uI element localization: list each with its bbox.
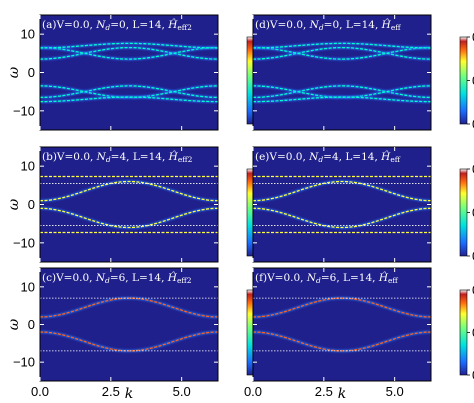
- colorbar-gradient: [459, 168, 468, 257]
- colorbar-tick-label: 0.4: [472, 205, 474, 220]
- panel-title: (c)V=0.0, Nd=6, L=14, Ĥeff2: [42, 270, 192, 285]
- panel-d: (d)V=0.0, Nd=0, L=14, Ĥeff: [252, 14, 432, 131]
- x-axis-label: k: [125, 386, 133, 402]
- panel-a: 10 0 −10 (a)V=0.0, Nd=0, L=14, Ĥeff2 ω: [6, 14, 219, 131]
- y-axis-label: ω: [6, 198, 22, 210]
- panel-b: 10 0 −10 (b)V=0.0, Nd=4, L=14, Ĥeff2 ω: [6, 146, 219, 263]
- plot-background: [253, 147, 431, 262]
- band-0: [40, 297, 218, 318]
- colorbar-tick-label: 0.0: [472, 368, 474, 383]
- x-tick-label: 5.0: [386, 384, 404, 399]
- colorbar-d: 0.8 0.4 0.0: [459, 30, 474, 132]
- band-1: [40, 331, 218, 352]
- panel-title: (e)V=0.0, Nd=4, L=14, Ĥeff: [255, 149, 401, 164]
- band-2: [40, 207, 218, 229]
- y-tick-label: −10: [13, 103, 35, 118]
- y-tick-label: 0: [28, 197, 35, 212]
- plot-area: [253, 41, 431, 104]
- band-2: [40, 42, 218, 49]
- colorbar-e: 0.8 0.4 0.0: [459, 162, 474, 264]
- x-tick-label: 0.0: [244, 384, 262, 399]
- x-tick-label: 2.5: [315, 384, 333, 399]
- plot-background: [40, 147, 218, 262]
- colorbar-tick-label: 0.0: [472, 117, 474, 132]
- colorbar-tick-label: 0.8: [472, 30, 474, 45]
- plot-background: [253, 268, 431, 381]
- y-tick-label: 0: [28, 65, 35, 80]
- panel-c: 10 0 −10 0.0 2.5 5.0 (c)V=0.0, Nd=6, L=14, Ĥef…: [6, 267, 219, 402]
- plot-background: [40, 15, 218, 130]
- band-5: [40, 96, 218, 103]
- y-tick-label: −10: [13, 355, 35, 370]
- band-4: [253, 85, 431, 99]
- plot-area: [253, 296, 431, 353]
- band-3: [40, 85, 218, 99]
- y-axis-label: ω: [6, 318, 22, 330]
- panel-title: (a)V=0.0, Nd=0, L=14, Ĥeff2: [42, 17, 192, 32]
- band-1: [253, 331, 431, 352]
- band-0: [253, 297, 431, 318]
- band-0: [253, 46, 431, 60]
- colorbar-tick-label: 0.8: [472, 283, 474, 298]
- band-1: [253, 46, 431, 60]
- colorbar-f: 0.8 0.4 0.0: [459, 283, 474, 383]
- band-1: [40, 46, 218, 60]
- band-5: [253, 96, 431, 103]
- band-1: [253, 180, 431, 202]
- x-tick-label: 0.0: [31, 384, 49, 399]
- band-1: [40, 180, 218, 202]
- band-2: [253, 207, 431, 229]
- colorbar-gradient: [459, 36, 468, 125]
- colorbar-tick-label: 0.4: [472, 73, 474, 88]
- panel-f: 0.0 2.5 5.0 (f)V=0.0, Nd=6, L=14, Ĥeff k: [244, 267, 432, 402]
- y-tick-label: 10: [21, 159, 35, 174]
- plot-area: [40, 41, 218, 104]
- plot-area: [253, 174, 431, 235]
- x-tick-label: 5.0: [173, 384, 191, 399]
- plot-area: [40, 296, 218, 353]
- panel-title: (d)V=0.0, Nd=0, L=14, Ĥeff: [255, 17, 401, 32]
- x-axis-label: k: [338, 386, 346, 402]
- colorbar-tick-label: 0.4: [472, 325, 474, 340]
- plot-background: [253, 15, 431, 130]
- colorbar-tick-label: 0.8: [472, 162, 474, 177]
- y-axis-label: ω: [6, 66, 22, 78]
- panel-e: (e)V=0.0, Nd=4, L=14, Ĥeff: [252, 146, 432, 263]
- panel-title: (f)V=0.0, Nd=6, L=14, Ĥeff: [255, 270, 398, 285]
- colorbar-gradient: [459, 289, 468, 376]
- plot-background: [40, 268, 218, 381]
- band-2: [253, 42, 431, 49]
- band-3: [253, 85, 431, 99]
- y-tick-label: 10: [21, 27, 35, 42]
- y-tick-label: −10: [13, 235, 35, 250]
- panel-title: (b)V=0.0, Nd=4, L=14, Ĥeff2: [42, 149, 193, 164]
- colorbar-tick-label: 0.0: [472, 249, 474, 264]
- band-0: [40, 46, 218, 60]
- y-tick-label: 10: [21, 279, 35, 294]
- x-tick-label: 2.5: [102, 384, 120, 399]
- band-4: [40, 85, 218, 99]
- plot-area: [40, 174, 218, 235]
- y-tick-label: 0: [28, 317, 35, 332]
